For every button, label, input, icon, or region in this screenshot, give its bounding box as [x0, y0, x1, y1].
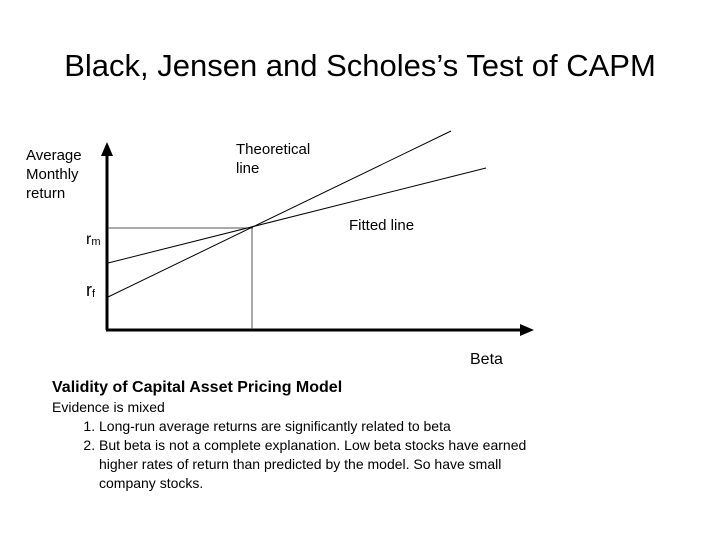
y-axis-label: Average Monthly return	[26, 147, 82, 202]
explanation-text: Validity of Capital Asset Pricing Model …	[52, 378, 532, 493]
rm-label: rm	[86, 231, 101, 248]
explanation-heading: Validity of Capital Asset Pricing Model	[52, 379, 343, 396]
explanation-point: Long-run average returns are significant…	[99, 417, 532, 436]
fitted-line-label: Fitted line	[349, 217, 415, 234]
slide-title: Black, Jensen and Scholes’s Test of CAPM	[64, 48, 656, 83]
explanation-points: Long-run average returns are significant…	[52, 417, 532, 493]
fitted-line	[107, 167, 487, 264]
rf-label: rf	[86, 280, 96, 301]
x-axis-arrow	[520, 324, 534, 336]
x-axis-label: Beta	[470, 351, 503, 368]
theoretical-line	[107, 130, 452, 298]
explanation-intro: Evidence is mixed	[52, 399, 165, 415]
explanation-point: But beta is not a complete explanation. …	[99, 436, 532, 493]
y-axis-arrow	[101, 142, 113, 156]
theoretical-line-label: Theoretical line	[236, 141, 311, 177]
